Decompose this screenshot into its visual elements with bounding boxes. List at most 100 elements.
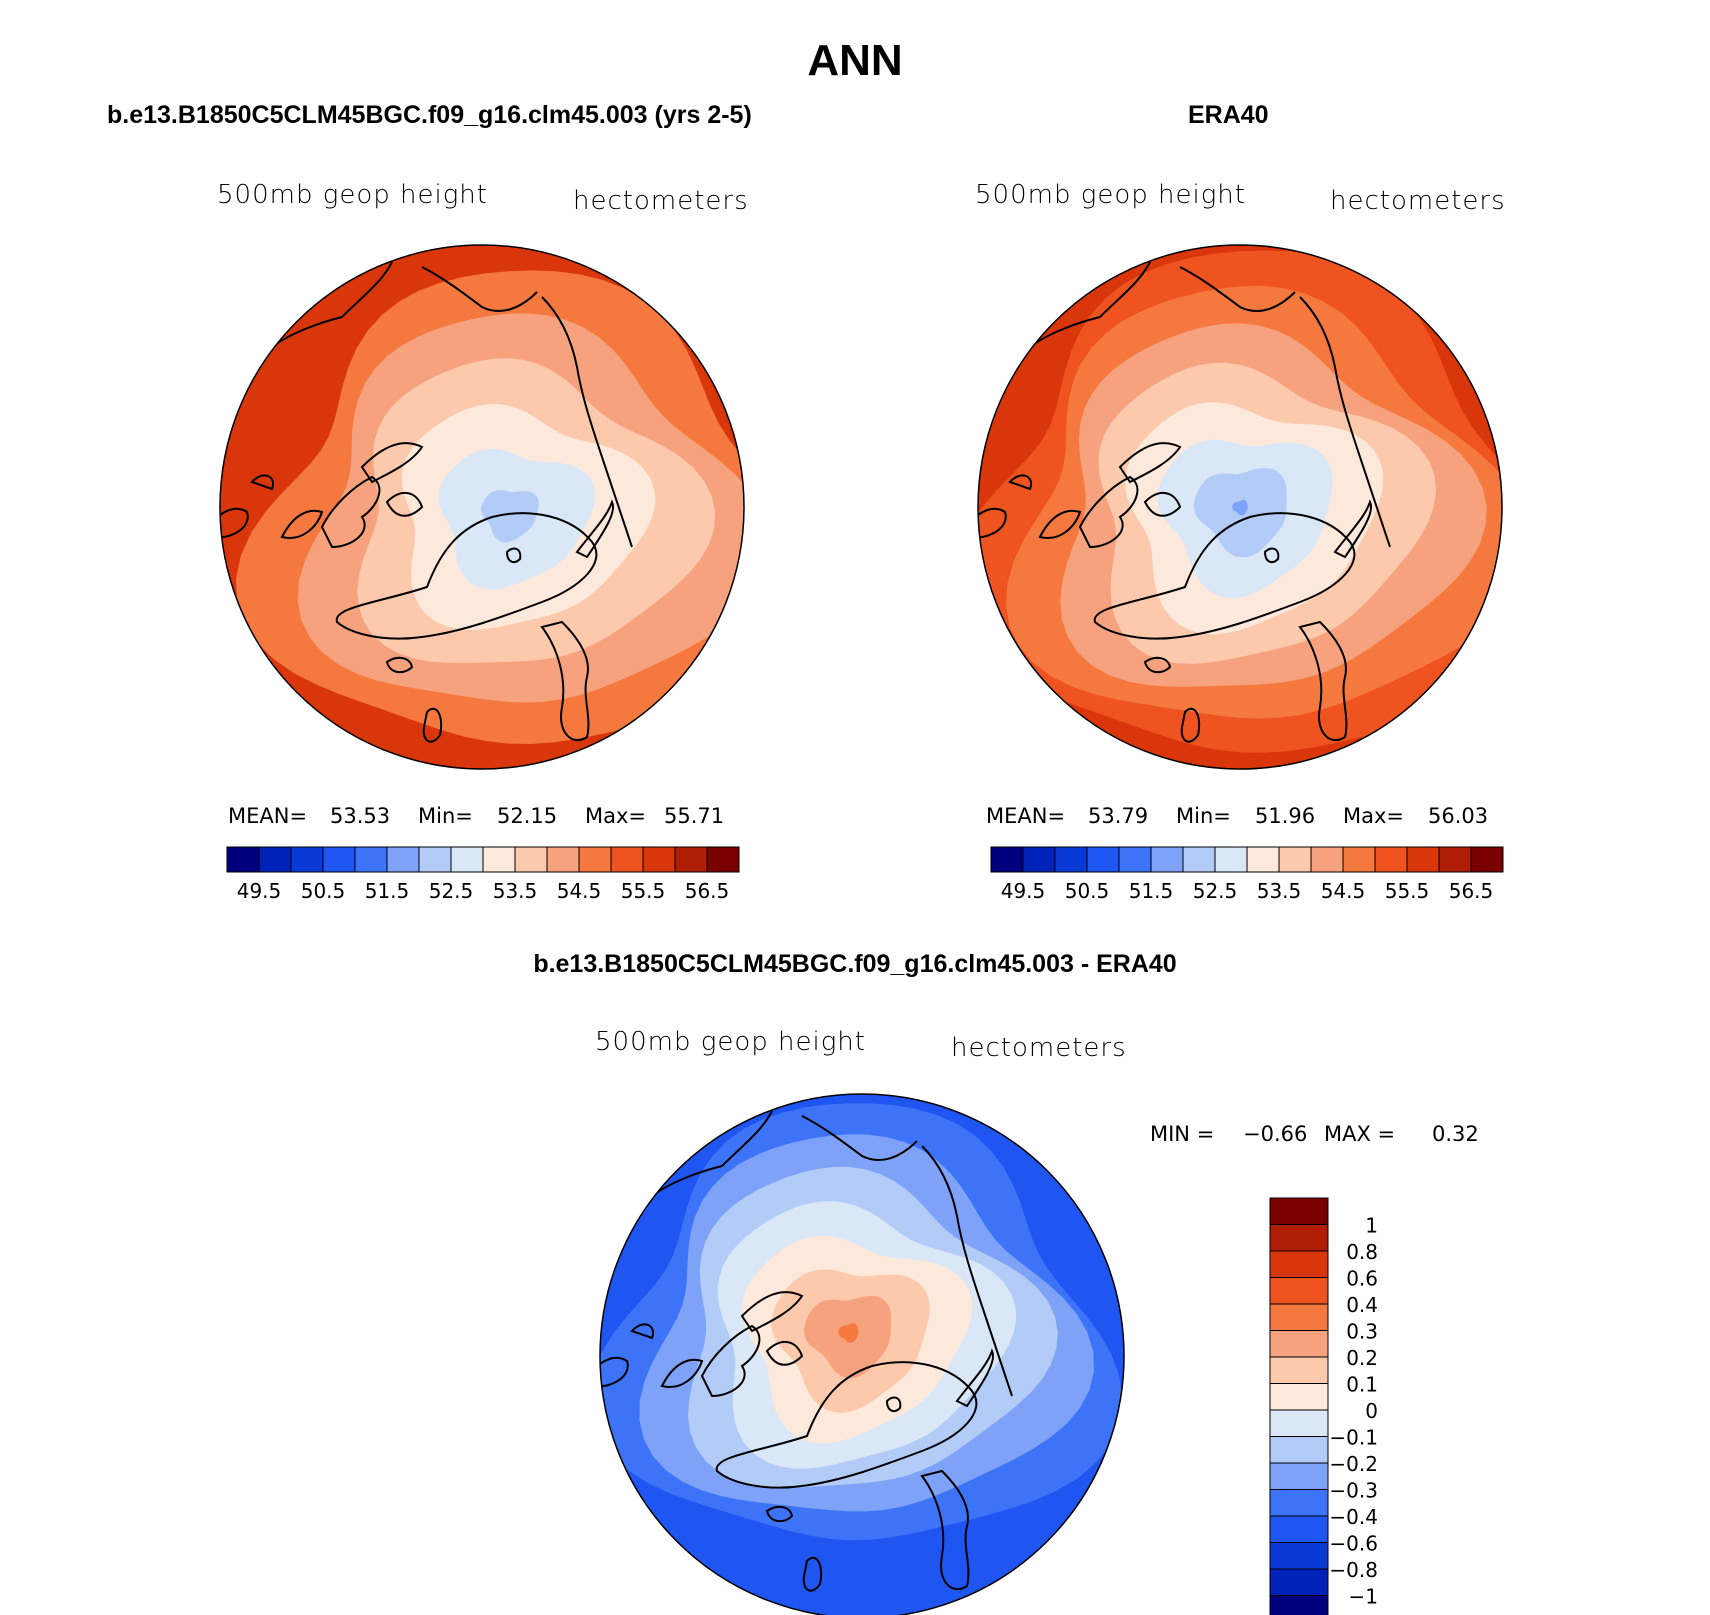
colorbar-swatch — [1118, 846, 1152, 873]
colorbar-tick-label: 0 — [1365, 1399, 1378, 1423]
colorbar-tick-label: −0.4 — [1329, 1505, 1378, 1529]
figure-title: ANN — [807, 36, 903, 85]
colorbar-swatch — [1214, 846, 1248, 873]
colorbar-swatch — [1374, 846, 1408, 873]
colorbar-tick-label: −0.8 — [1329, 1558, 1378, 1582]
era40-band — [1232, 499, 1248, 516]
colorbar-tick-label: −0.6 — [1329, 1532, 1378, 1556]
colorbar-swatch — [322, 846, 356, 873]
colorbar-swatch — [1150, 846, 1184, 873]
difference-colorbar: 10.8 0.60.4 0.30.2 0.10 −0.1−0.2 −0.3−0.4 −0.6… — [1269, 1197, 1378, 1615]
colorbar-tick-label: 0.1 — [1346, 1373, 1378, 1397]
model-mean-label: MEAN= — [228, 804, 308, 828]
colorbar-tick-label: 50.5 — [301, 879, 346, 903]
colorbar-tick-label: 49.5 — [1001, 879, 1046, 903]
colorbar-swatch — [450, 846, 484, 873]
colorbar-swatch — [1182, 846, 1216, 873]
diff-units-label: hectometers — [951, 1033, 1127, 1063]
diff-min-label: MIN = — [1150, 1122, 1215, 1146]
difference-map-border — [599, 1093, 1125, 1615]
colorbar-tick-label: −0.2 — [1329, 1452, 1378, 1476]
model-min-value: 52.15 — [497, 804, 558, 828]
colorbar-swatch — [1054, 846, 1088, 873]
colorbar-swatch — [706, 846, 740, 873]
colorbar-swatch — [1406, 846, 1440, 873]
colorbar-swatch — [1269, 1489, 1329, 1517]
colorbar-tick-label: 49.5 — [237, 879, 282, 903]
era40-map — [978, 245, 1502, 769]
era40-max-value: 56.03 — [1428, 804, 1489, 828]
colorbar-swatch — [482, 846, 516, 873]
colorbar-swatch — [1269, 1303, 1329, 1331]
colorbar-tick-label: 51.5 — [365, 879, 410, 903]
model-min-label: Min= — [418, 804, 473, 828]
right-panel-title: ERA40 — [1188, 101, 1269, 129]
model-mean-value: 53.53 — [330, 804, 391, 828]
diff-panel-title: b.e13.B1850C5CLM45BGC.f09_g16.clm45.003 … — [533, 950, 1177, 978]
colorbar-swatch — [514, 846, 548, 873]
era40-map-border — [977, 244, 1503, 770]
colorbar-swatch — [418, 846, 452, 873]
colorbar-tick-label: −0.1 — [1329, 1426, 1378, 1450]
colorbar-tick-label: 53.5 — [493, 879, 538, 903]
colorbar-tick-label: 54.5 — [557, 879, 602, 903]
colorbar-swatch — [354, 846, 388, 873]
colorbar-swatch — [1269, 1356, 1329, 1384]
model-max-value: 55.71 — [664, 804, 725, 828]
colorbar-tick-label: 52.5 — [1193, 879, 1238, 903]
difference-band — [838, 1323, 859, 1343]
colorbar-swatch — [258, 846, 292, 873]
era40-max-label: Max= — [1343, 804, 1405, 828]
colorbar-swatch — [1269, 1224, 1329, 1252]
colorbar-swatch — [1269, 1383, 1329, 1411]
colorbar-swatch — [610, 846, 644, 873]
era40-min-value: 51.96 — [1255, 804, 1316, 828]
colorbar-swatch — [1022, 846, 1056, 873]
colorbar-swatch — [1342, 846, 1376, 873]
era40-colorbar: 49.5 50.5 51.5 52.5 53.5 54.5 55.5 56.5 — [990, 846, 1504, 903]
colorbar-swatch — [1269, 1462, 1329, 1490]
colorbar-tick-label: 50.5 — [1065, 879, 1110, 903]
era40-variable-label: 500mb geop height — [975, 180, 1246, 210]
colorbar-tick-label: 55.5 — [621, 879, 666, 903]
colorbar-swatch — [290, 846, 324, 873]
colorbar-tick-label: 54.5 — [1321, 879, 1366, 903]
colorbar-tick-label: 53.5 — [1257, 879, 1302, 903]
era40-min-label: Min= — [1176, 804, 1231, 828]
colorbar-tick-label: 56.5 — [1449, 879, 1494, 903]
colorbar-swatch — [1310, 846, 1344, 873]
diff-variable-label: 500mb geop height — [595, 1027, 866, 1057]
diff-min-value: −0.66 — [1243, 1122, 1308, 1146]
colorbar-tick-label: 51.5 — [1129, 879, 1174, 903]
era40-mean-label: MEAN= — [986, 804, 1066, 828]
colorbar-swatch — [1269, 1595, 1329, 1615]
model-variable-label: 500mb geop height — [217, 180, 488, 210]
colorbar-swatch — [674, 846, 708, 873]
era40-mean-value: 53.79 — [1088, 804, 1149, 828]
colorbar-tick-label: −0.3 — [1329, 1479, 1378, 1503]
colorbar-swatch — [386, 846, 420, 873]
era40-units-label: hectometers — [1330, 186, 1506, 216]
colorbar-swatch — [1470, 846, 1504, 873]
difference-map — [600, 1094, 1124, 1615]
model-map-border — [219, 244, 745, 770]
colorbar-swatch — [226, 846, 260, 873]
colorbar-tick-label: 0.8 — [1346, 1240, 1378, 1264]
diff-max-label: MAX = — [1324, 1122, 1396, 1146]
model-units-label: hectometers — [573, 186, 749, 216]
colorbar-swatch — [642, 846, 676, 873]
colorbar-swatch — [1269, 1409, 1329, 1437]
colorbar-swatch — [1269, 1277, 1329, 1305]
colorbar-tick-label: 0.2 — [1346, 1346, 1378, 1370]
left-panel-title: b.e13.B1850C5CLM45BGC.f09_g16.clm45.003 … — [107, 101, 752, 129]
colorbar-swatch — [1269, 1330, 1329, 1358]
colorbar-tick-label: 0.6 — [1346, 1267, 1378, 1291]
model-colorbar: 49.5 50.5 51.5 52.5 53.5 54.5 55.5 56.5 — [226, 846, 740, 903]
colorbar-swatch — [1269, 1542, 1329, 1570]
model-band — [480, 490, 539, 543]
colorbar-swatch — [546, 846, 580, 873]
colorbar-tick-label: 0.4 — [1346, 1293, 1378, 1317]
model-map — [220, 245, 744, 769]
colorbar-swatch — [1269, 1436, 1329, 1464]
